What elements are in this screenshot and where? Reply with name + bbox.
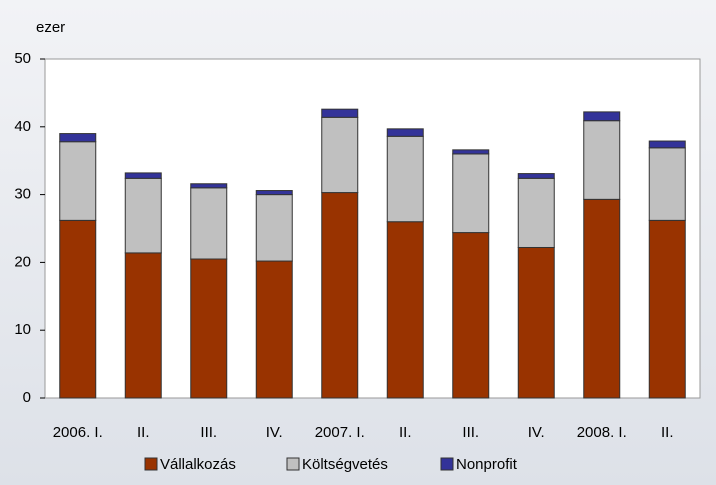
- bar-segment: [59, 141, 97, 221]
- bar-segment: [124, 252, 162, 399]
- bar-segment: [452, 232, 490, 399]
- bar-segment: [583, 111, 621, 122]
- y-tick-label: 30: [14, 186, 31, 203]
- bar-segment: [517, 246, 555, 399]
- x-tick-label: II.: [661, 424, 674, 441]
- bar-segment: [321, 116, 359, 194]
- y-tick-label: 0: [23, 389, 31, 406]
- bar-segment: [517, 173, 555, 179]
- bar-segment: [583, 120, 621, 200]
- legend-swatch: [144, 457, 158, 471]
- legend-label: Költségvetés: [302, 456, 388, 473]
- x-tick-label: III.: [200, 424, 217, 441]
- bar-segment: [386, 128, 424, 137]
- bar-segment: [648, 219, 686, 399]
- x-tick-label: III.: [462, 424, 479, 441]
- bar-segment: [583, 198, 621, 399]
- x-tick-label: II.: [137, 424, 150, 441]
- y-unit: ezer: [36, 19, 65, 36]
- x-tick-label: IV.: [528, 424, 545, 441]
- y-tick-label: 50: [14, 50, 31, 67]
- bar-segment: [59, 133, 97, 143]
- legend-label: Nonprofit: [456, 456, 518, 473]
- legend-swatch: [440, 457, 454, 471]
- bar-segment: [190, 258, 228, 399]
- bar-segment: [124, 172, 162, 179]
- x-tick-label: II.: [399, 424, 412, 441]
- y-tick-label: 40: [14, 118, 31, 135]
- y-tick-label: 20: [14, 253, 31, 270]
- bar-segment: [190, 183, 228, 189]
- bar-segment: [321, 192, 359, 399]
- bar-segment: [648, 147, 686, 221]
- bar-segment: [190, 187, 228, 260]
- x-tick-label: 2006. I.: [53, 424, 103, 441]
- bar-segment: [59, 219, 97, 399]
- legend-label: Vállalkozás: [160, 456, 236, 473]
- bar-segment: [255, 260, 293, 399]
- bar-segment: [124, 177, 162, 254]
- bar-segment: [452, 149, 490, 155]
- bar-segment: [452, 153, 490, 234]
- bar-segment: [386, 135, 424, 223]
- bar-segment: [321, 108, 359, 118]
- x-tick-label: IV.: [266, 424, 283, 441]
- bar-segment: [517, 177, 555, 248]
- legend-swatch: [286, 457, 300, 471]
- bar-segment: [255, 190, 293, 196]
- x-tick-label: 2007. I.: [315, 424, 365, 441]
- x-tick-label: 2008. I.: [577, 424, 627, 441]
- bar-segment: [648, 140, 686, 149]
- bar-segment: [255, 194, 293, 262]
- y-tick-label: 10: [14, 321, 31, 338]
- bar-segment: [386, 221, 424, 399]
